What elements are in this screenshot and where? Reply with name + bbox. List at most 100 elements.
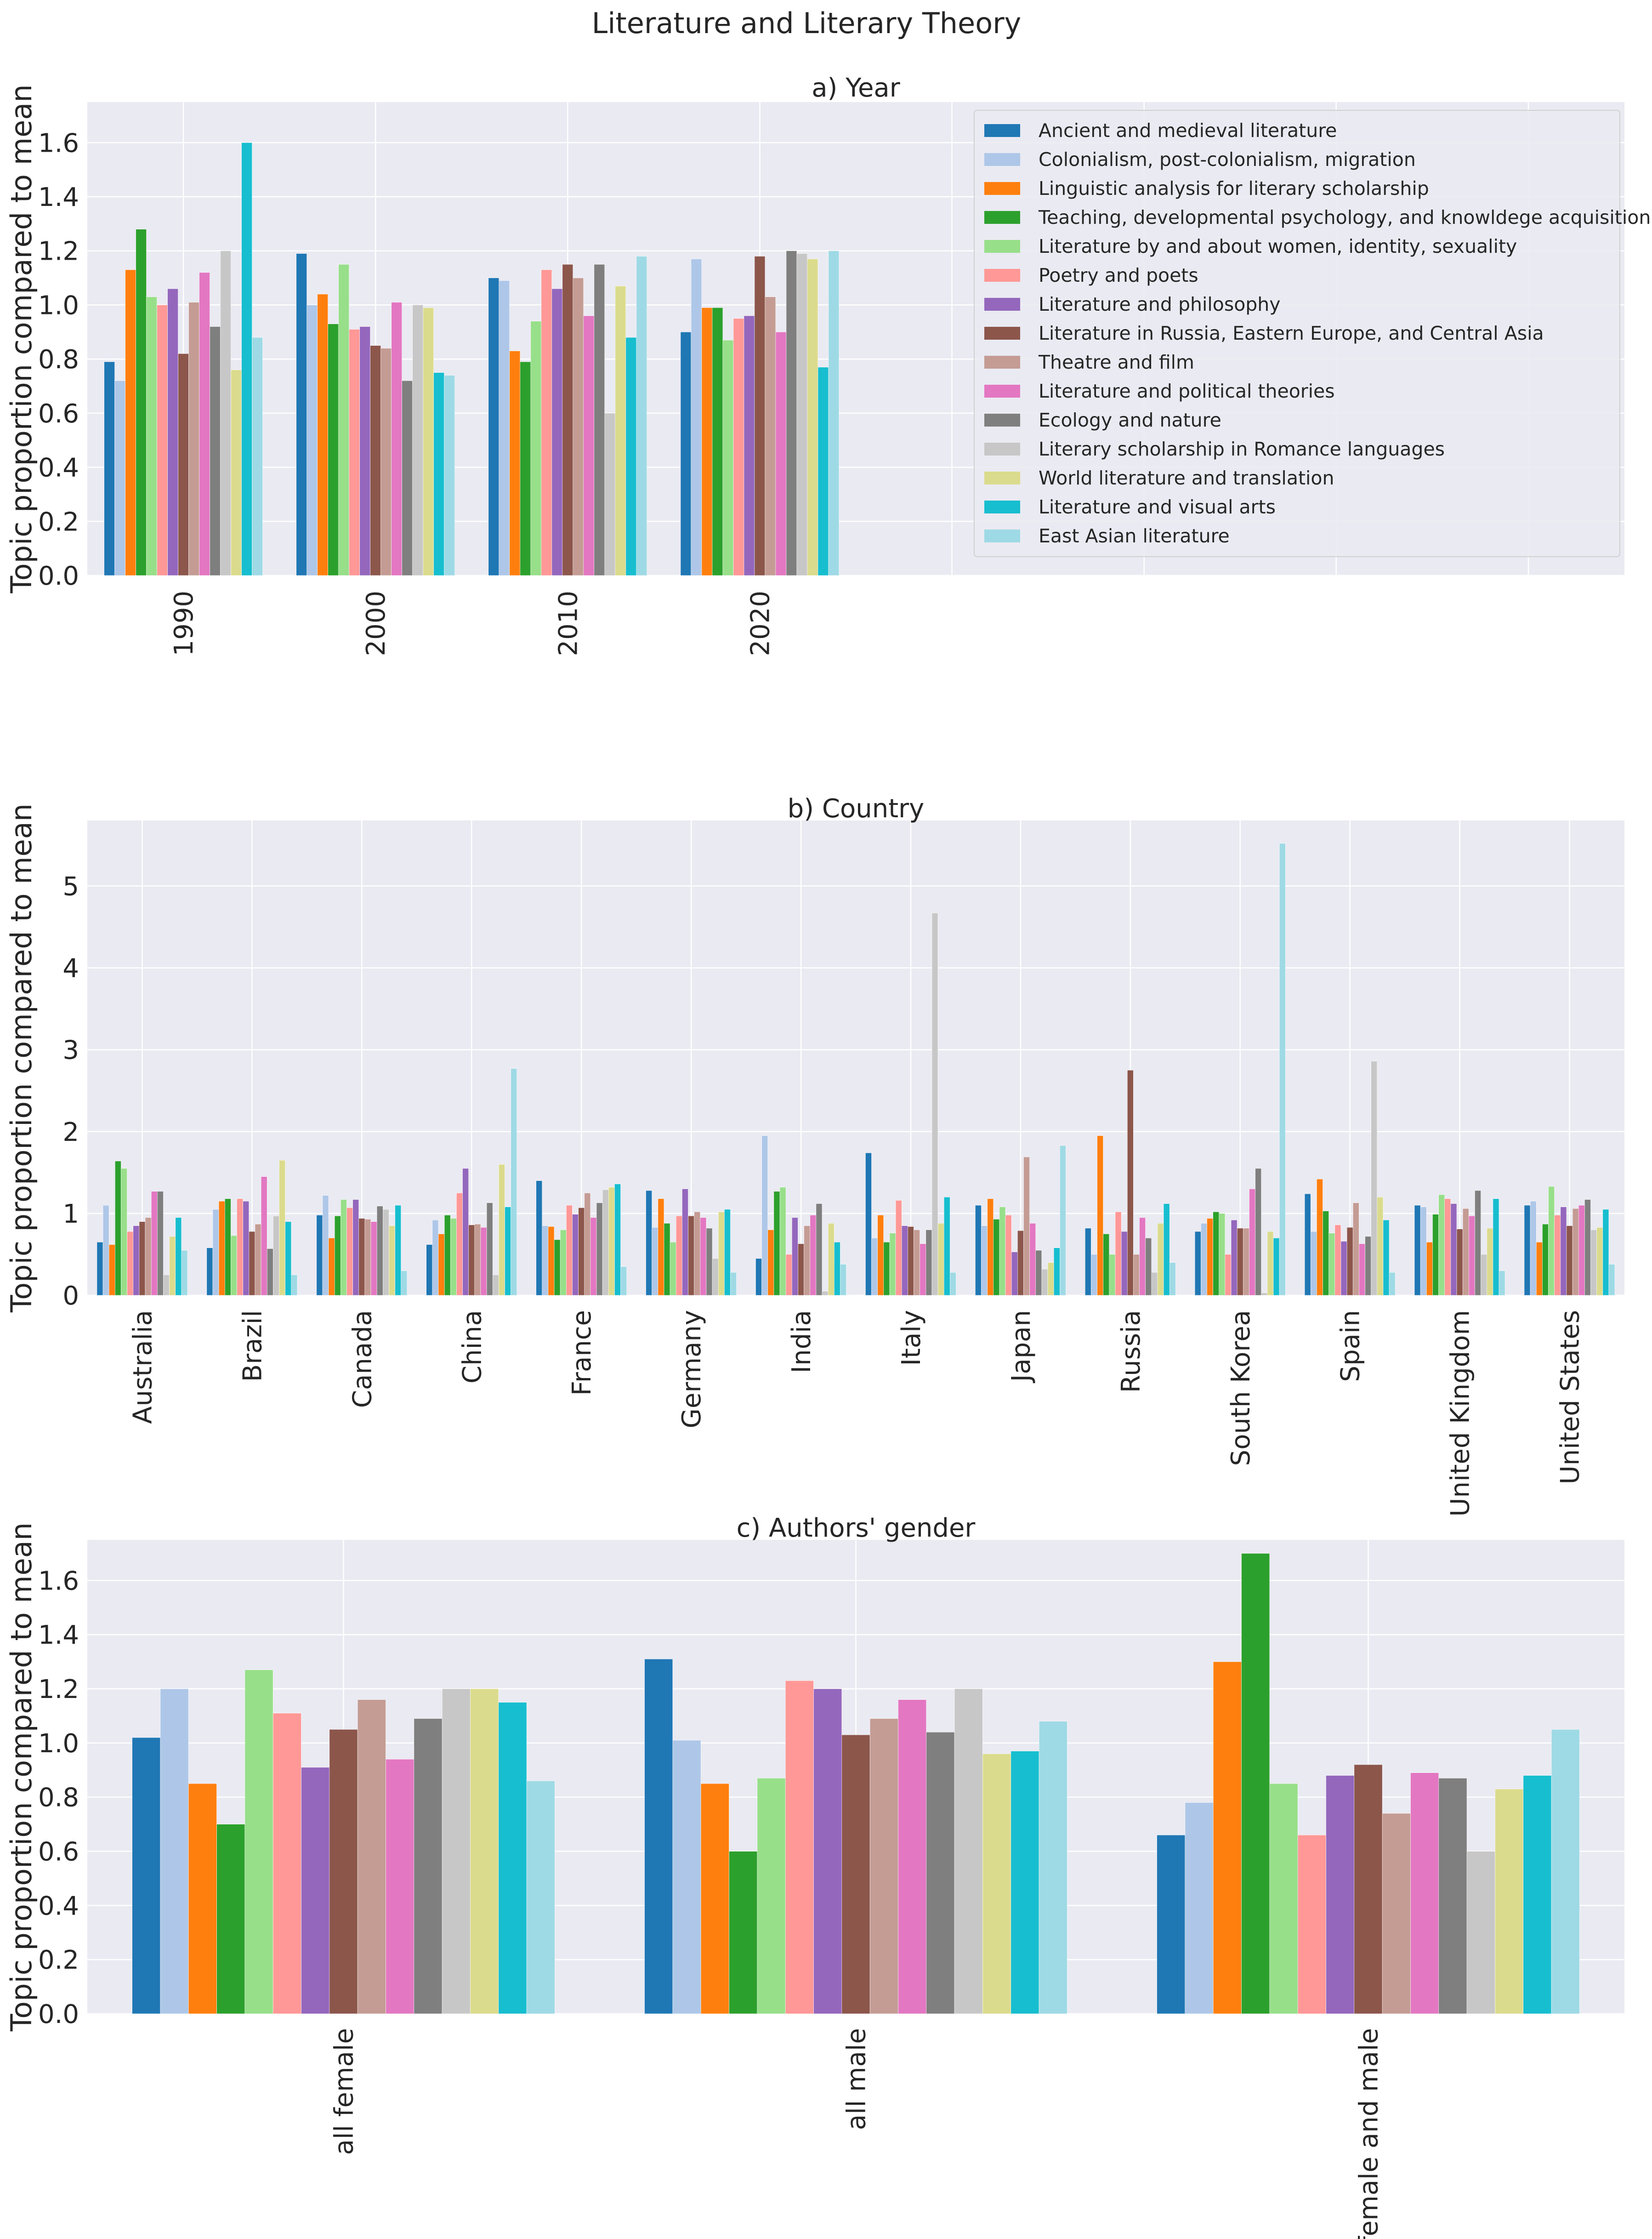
- bar: [785, 1681, 814, 2014]
- y-tick-label: 0.4: [38, 1891, 79, 1921]
- bar: [216, 1824, 245, 2014]
- series-4: [136, 229, 723, 576]
- bar: [1371, 1061, 1378, 1296]
- series-10: [199, 272, 787, 576]
- series-9: [357, 1699, 1411, 2014]
- bar: [370, 345, 381, 576]
- bar: [358, 1218, 365, 1296]
- series-5: [146, 264, 734, 576]
- y-tick-label: 0.6: [38, 1837, 79, 1867]
- bar: [444, 375, 455, 576]
- legend-label: Theatre and film: [1038, 351, 1194, 373]
- y-tick-label: 1.4: [38, 1620, 79, 1650]
- bar: [1590, 1230, 1597, 1296]
- bar: [468, 1225, 475, 1296]
- bar: [828, 251, 840, 576]
- bar: [151, 1191, 158, 1296]
- legend-swatch: [984, 211, 1020, 224]
- series-1: [104, 253, 692, 576]
- legend-swatch: [984, 327, 1020, 340]
- series-6: [272, 1681, 1326, 2014]
- y-tick-label: 2: [62, 1117, 79, 1147]
- bar: [1323, 1211, 1329, 1296]
- bar: [1383, 1219, 1390, 1296]
- bar: [175, 1217, 182, 1296]
- x-tick-label: Germany: [677, 1310, 707, 1428]
- bar: [1326, 1775, 1355, 2014]
- legend-label: Literary scholarship in Romance language…: [1039, 438, 1445, 460]
- bar: [432, 1219, 439, 1296]
- bar: [1127, 1070, 1134, 1296]
- bar: [1249, 1189, 1255, 1296]
- x-tick-label: India: [787, 1310, 817, 1373]
- bar: [1091, 1254, 1097, 1296]
- series-15: [181, 843, 1615, 1296]
- bar: [542, 1225, 549, 1296]
- bar: [1213, 1212, 1220, 1296]
- bar: [127, 1231, 134, 1296]
- y-tick-label: 0.2: [38, 507, 79, 537]
- bar: [536, 1180, 543, 1296]
- bar: [1560, 1207, 1567, 1296]
- bar: [931, 912, 938, 1296]
- bar: [1163, 1203, 1170, 1296]
- bar: [810, 1215, 817, 1296]
- bar: [1241, 1553, 1270, 2014]
- bar: [1450, 1203, 1457, 1296]
- bar: [1267, 1231, 1274, 1296]
- bar: [389, 1225, 395, 1296]
- bar: [691, 259, 702, 576]
- legend-swatch: [984, 501, 1020, 513]
- bar: [1225, 1254, 1232, 1296]
- bar: [1499, 1270, 1505, 1296]
- bar: [1297, 1834, 1326, 2014]
- bar: [255, 1224, 261, 1296]
- bar: [926, 1732, 955, 2014]
- bars: [104, 142, 840, 576]
- series-14: [175, 1184, 1609, 1296]
- bar: [744, 315, 755, 576]
- bar: [272, 1713, 301, 2014]
- bar: [682, 1189, 688, 1296]
- bar: [273, 1215, 279, 1296]
- bar: [1542, 1224, 1549, 1296]
- legend-swatch: [984, 356, 1020, 369]
- series-6: [157, 269, 744, 576]
- bar: [433, 372, 444, 576]
- bar: [975, 1205, 982, 1296]
- series-9: [145, 1157, 1579, 1296]
- bar: [530, 321, 542, 576]
- bar: [145, 1217, 152, 1296]
- bar: [1039, 1721, 1067, 2014]
- bar: [1011, 1751, 1039, 2014]
- series-14: [241, 142, 829, 576]
- y-tick-label: 4: [62, 954, 79, 984]
- bar: [334, 1215, 341, 1296]
- x-tick-label: all female: [329, 2028, 359, 2155]
- bar: [1317, 1179, 1323, 1296]
- bar: [895, 1200, 902, 1296]
- series-9: [188, 278, 776, 576]
- x-tick-label: 2010: [553, 591, 583, 656]
- y-tick-labels: 0 1 2 3 4 5: [62, 872, 79, 1311]
- bar: [883, 1242, 890, 1296]
- series-4: [115, 1161, 1549, 1296]
- bar: [914, 1230, 920, 1296]
- bar: [775, 331, 787, 576]
- bar: [1548, 1186, 1555, 1296]
- bar: [1269, 1783, 1298, 2014]
- series-12: [442, 1688, 1495, 2014]
- y-tick-labels: 0.0 0.2 0.4 0.6 0.8 1.0 1.2 1.4 1.6: [38, 1566, 79, 2029]
- legend-swatch: [984, 269, 1020, 282]
- bar: [1377, 1196, 1384, 1296]
- series-1: [97, 1152, 1531, 1296]
- series-6: [127, 1193, 1561, 1296]
- bar: [133, 1225, 140, 1296]
- series-13: [231, 259, 818, 576]
- y-tick-label: 0.0: [38, 2000, 79, 2029]
- series-4: [216, 1553, 1270, 2014]
- bar: [329, 1729, 358, 2014]
- bar: [1352, 1202, 1359, 1296]
- bar: [982, 1754, 1011, 2014]
